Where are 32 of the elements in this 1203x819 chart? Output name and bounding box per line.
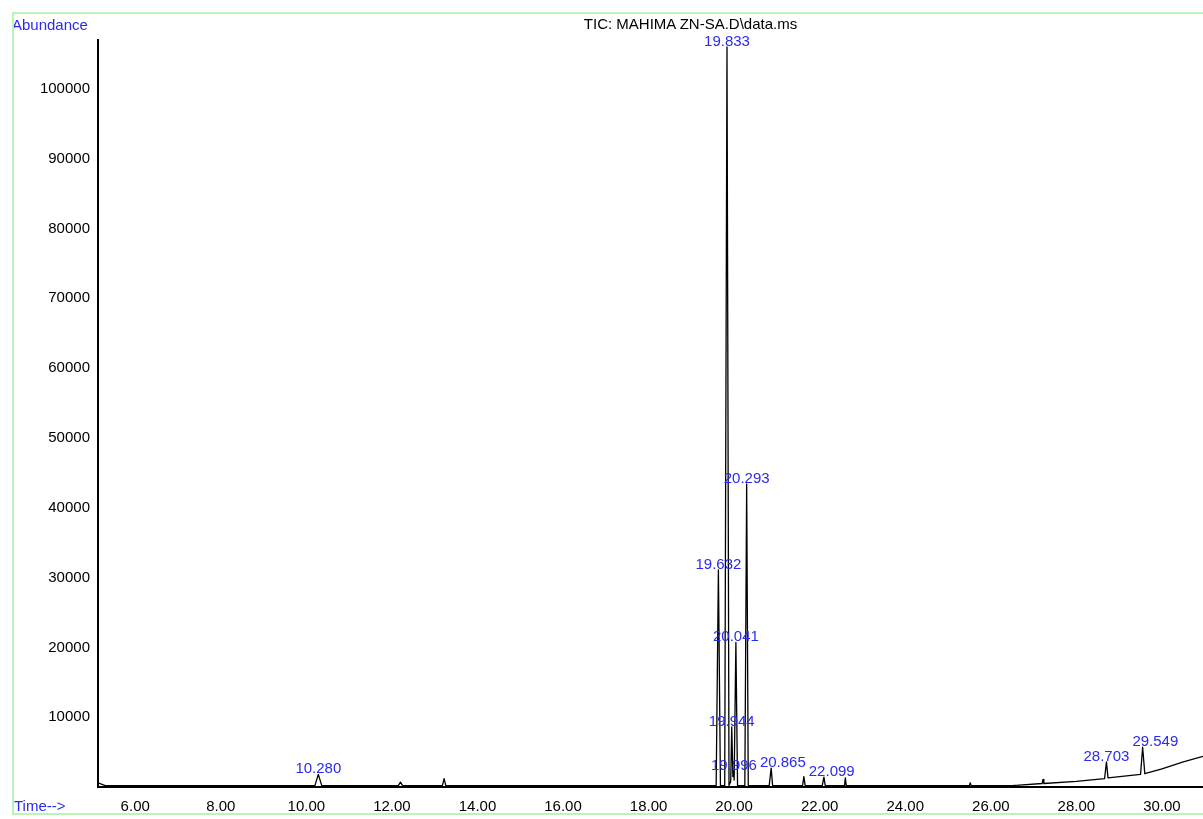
y-tick-label: 100000 [39, 79, 90, 97]
y-tick-label: 30000 [48, 567, 90, 585]
annotation: 19.833 [704, 31, 750, 49]
x-tick-label: 10.00 [287, 797, 326, 815]
x-tick-label: 16.00 [544, 797, 582, 815]
annotation: 29.549 [1132, 731, 1179, 749]
y-tick-label: 20000 [48, 637, 90, 655]
x-tick-label: 26.00 [972, 797, 1010, 815]
y-tick-label: 70000 [48, 288, 90, 306]
x-tick-label: 20.00 [715, 797, 753, 815]
y-tick-label: 10000 [48, 707, 90, 725]
x-tick-label: 30.00 [1143, 797, 1181, 815]
annotation: 28.703 [1083, 746, 1130, 764]
x-tick-label: 22.00 [800, 797, 839, 815]
x-axis-title: Time--> [14, 796, 66, 814]
x-tick-label: 18.00 [629, 797, 668, 815]
x-tick-label: 12.00 [373, 797, 411, 815]
y-axis-title: Abundance [12, 15, 88, 33]
annotation: 20.865 [759, 752, 806, 770]
x-tick-label: 24.00 [886, 797, 925, 815]
y-tick-label: 80000 [48, 218, 90, 236]
annotation: 22.099 [808, 761, 855, 779]
x-tick-label: 8.00 [206, 797, 236, 815]
y-tick-label: 50000 [48, 428, 90, 446]
y-tick-label: 60000 [48, 358, 90, 376]
y-tick-label: 90000 [48, 148, 90, 166]
annotation: 10.280 [295, 759, 342, 777]
chart-title: TIC: MAHIMA ZN-SA.D\data.ms [583, 14, 798, 32]
x-tick-label: 14.00 [458, 797, 497, 815]
x-tick-label: 6.00 [120, 797, 150, 815]
y-tick-label: 40000 [48, 497, 90, 515]
x-tick-label: 28.00 [1057, 797, 1096, 815]
